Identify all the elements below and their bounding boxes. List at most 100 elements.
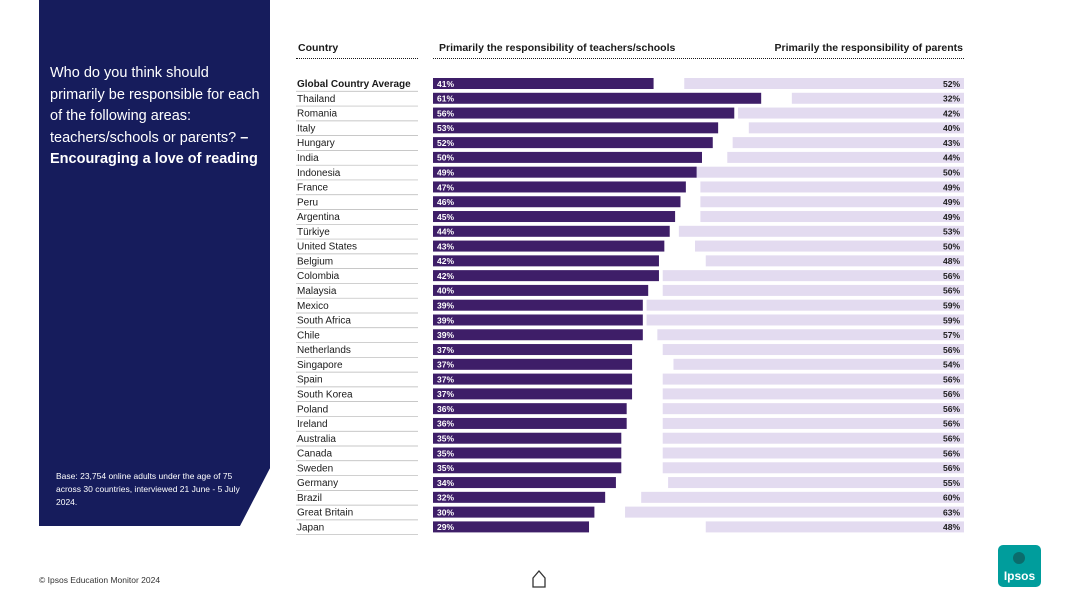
parents-bar-global-country-average bbox=[684, 78, 964, 89]
parents-bar-great-britain bbox=[625, 506, 964, 518]
teachers-value-ireland: 36% bbox=[437, 419, 454, 429]
teachers-value-t-rkiye: 44% bbox=[437, 227, 454, 237]
country-label-france: France bbox=[297, 183, 329, 194]
teachers-bar-t-rkiye bbox=[433, 225, 670, 237]
country-label-south-korea: South Korea bbox=[297, 389, 353, 400]
country-label-singapore: Singapore bbox=[297, 360, 343, 371]
parents-value-netherlands: 56% bbox=[943, 345, 960, 355]
country-label-canada: Canada bbox=[297, 449, 332, 460]
parents-bar-belgium bbox=[705, 255, 964, 267]
teachers-bar-singapore bbox=[433, 358, 633, 370]
teachers-bar-netherlands bbox=[433, 344, 633, 356]
parents-bar-canada bbox=[662, 447, 964, 459]
teachers-value-singapore: 37% bbox=[437, 360, 454, 370]
country-label-chile: Chile bbox=[297, 330, 320, 341]
country-label-sweden: Sweden bbox=[297, 463, 333, 474]
parents-bar-malaysia bbox=[662, 284, 964, 296]
teachers-bar-ireland bbox=[433, 417, 627, 429]
parents-value-united-states: 50% bbox=[943, 241, 960, 251]
header-divider-country bbox=[296, 58, 418, 59]
parents-value-ireland: 56% bbox=[943, 419, 960, 429]
country-label-indonesia: Indonesia bbox=[297, 168, 341, 179]
header-parents: Primarily the responsibility of parents bbox=[774, 42, 963, 54]
country-label-ireland: Ireland bbox=[297, 419, 328, 430]
parents-bar-colombia bbox=[662, 270, 964, 282]
parents-value-australia: 56% bbox=[943, 434, 960, 444]
parents-bar-south-korea bbox=[662, 388, 964, 400]
country-label-mexico: Mexico bbox=[297, 301, 329, 312]
parents-value-spain: 56% bbox=[943, 374, 960, 384]
question-emphasis: – Encouraging a love of reading bbox=[50, 129, 258, 168]
parents-bar-poland bbox=[662, 403, 964, 415]
teachers-value-peru: 46% bbox=[437, 197, 454, 207]
teachers-bar-south-korea bbox=[433, 388, 633, 400]
country-label-colombia: Colombia bbox=[297, 271, 340, 282]
header-divider-bars bbox=[433, 58, 964, 59]
parents-bar-mexico bbox=[646, 299, 964, 311]
teachers-bar-belgium bbox=[433, 255, 659, 267]
country-label-peru: Peru bbox=[297, 197, 318, 208]
parents-value-romania: 42% bbox=[943, 108, 960, 118]
country-label-brazil: Brazil bbox=[297, 493, 322, 504]
header-country: Country bbox=[298, 42, 339, 54]
parents-value-singapore: 54% bbox=[943, 360, 960, 370]
parents-value-great-britain: 63% bbox=[943, 507, 960, 517]
teachers-value-italy: 53% bbox=[437, 123, 454, 133]
parents-value-indonesia: 50% bbox=[943, 167, 960, 177]
question-line: Who do you think should primarily be res… bbox=[50, 65, 260, 146]
teachers-value-poland: 36% bbox=[437, 404, 454, 414]
parents-value-canada: 56% bbox=[943, 448, 960, 458]
teachers-bar-great-britain bbox=[433, 506, 595, 518]
teachers-value-australia: 35% bbox=[437, 434, 454, 444]
teachers-bar-india bbox=[433, 151, 702, 163]
parents-bar-japan bbox=[705, 521, 964, 533]
teachers-bar-sweden bbox=[433, 462, 622, 474]
parents-bar-ireland bbox=[662, 417, 964, 429]
country-label-india: India bbox=[297, 153, 319, 164]
teachers-value-spain: 37% bbox=[437, 374, 454, 384]
teachers-bar-mexico bbox=[433, 299, 643, 311]
country-label-belgium: Belgium bbox=[297, 256, 333, 267]
teachers-bar-italy bbox=[433, 122, 719, 134]
teachers-value-india: 50% bbox=[437, 153, 454, 163]
parents-value-germany: 55% bbox=[943, 478, 960, 488]
teachers-value-france: 47% bbox=[437, 182, 454, 192]
footer-copyright: © Ipsos Education Monitor 2024 bbox=[39, 575, 161, 585]
teachers-value-hungary: 52% bbox=[437, 138, 454, 148]
teachers-bar-germany bbox=[433, 477, 616, 489]
home-icon[interactable] bbox=[531, 569, 547, 589]
parents-bar-spain bbox=[662, 373, 964, 385]
teachers-value-chile: 39% bbox=[437, 330, 454, 340]
parents-value-japan: 48% bbox=[943, 522, 960, 532]
teachers-value-sweden: 35% bbox=[437, 463, 454, 473]
country-label-italy: Italy bbox=[297, 123, 315, 134]
country-label-australia: Australia bbox=[297, 434, 336, 445]
parents-value-mexico: 59% bbox=[943, 301, 960, 311]
parents-bar-singapore bbox=[673, 358, 964, 370]
logo-text: Ipsos bbox=[1004, 569, 1036, 583]
parents-value-belgium: 48% bbox=[943, 256, 960, 266]
teachers-value-thailand: 61% bbox=[437, 94, 454, 104]
country-label-united-states: United States bbox=[297, 242, 357, 253]
country-label-romania: Romania bbox=[297, 109, 337, 120]
teachers-value-malaysia: 40% bbox=[437, 286, 454, 296]
parents-value-sweden: 56% bbox=[943, 463, 960, 473]
teachers-value-colombia: 42% bbox=[437, 271, 454, 281]
teachers-value-germany: 34% bbox=[437, 478, 454, 488]
parents-bar-peru bbox=[700, 196, 964, 208]
teachers-bar-peru bbox=[433, 196, 681, 208]
parents-value-global-country-average: 52% bbox=[943, 79, 960, 89]
parents-value-peru: 49% bbox=[943, 197, 960, 207]
parents-bar-india bbox=[727, 151, 964, 163]
teachers-value-indonesia: 49% bbox=[437, 167, 454, 177]
parents-value-south-africa: 59% bbox=[943, 315, 960, 325]
logo-mark bbox=[1013, 552, 1025, 564]
teachers-value-south-africa: 39% bbox=[437, 315, 454, 325]
header-teachers: Primarily the responsibility of teachers… bbox=[439, 42, 676, 54]
parents-bar-sweden bbox=[662, 462, 964, 474]
teachers-bar-japan bbox=[433, 521, 590, 533]
ipsos-logo: Ipsos bbox=[998, 545, 1041, 587]
parents-value-italy: 40% bbox=[943, 123, 960, 133]
parents-value-colombia: 56% bbox=[943, 271, 960, 281]
country-label-poland: Poland bbox=[297, 404, 328, 415]
